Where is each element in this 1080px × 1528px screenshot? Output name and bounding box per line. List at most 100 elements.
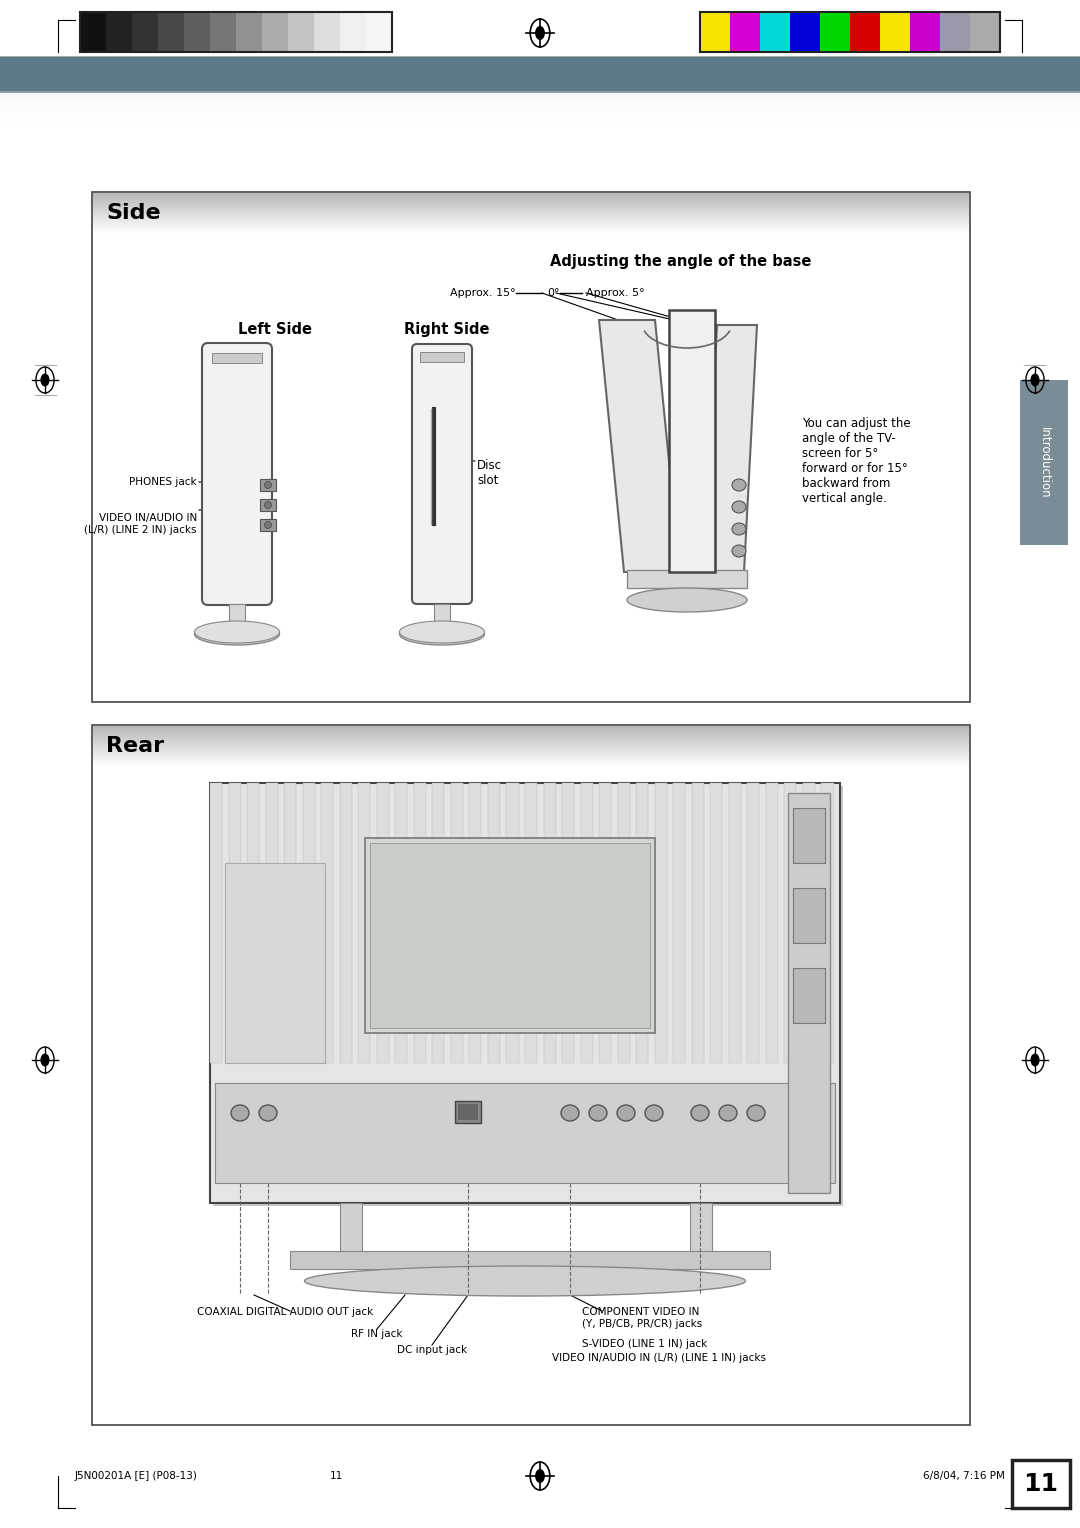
Text: DC input jack: DC input jack bbox=[397, 1345, 467, 1355]
Bar bbox=[793, 888, 825, 943]
Ellipse shape bbox=[535, 1468, 545, 1484]
Bar bbox=[0, 0, 1080, 58]
Text: Adjusting the angle of the base: Adjusting the angle of the base bbox=[550, 254, 811, 269]
Bar bbox=[237, 12, 262, 52]
Ellipse shape bbox=[691, 1105, 708, 1122]
Ellipse shape bbox=[1030, 1053, 1040, 1067]
Bar bbox=[793, 969, 825, 1024]
Bar bbox=[260, 500, 276, 510]
Bar bbox=[420, 351, 464, 362]
Bar bbox=[692, 782, 704, 1063]
Bar bbox=[302, 782, 314, 1063]
Bar bbox=[0, 57, 1080, 92]
Bar bbox=[673, 782, 686, 1063]
Bar bbox=[92, 193, 970, 701]
Bar bbox=[690, 1203, 712, 1253]
Text: Disc
slot: Disc slot bbox=[477, 458, 502, 487]
Bar bbox=[729, 782, 741, 1063]
Text: Approx. 5°: Approx. 5° bbox=[586, 287, 645, 298]
Text: S-VIDEO (LINE 1 IN) jack: S-VIDEO (LINE 1 IN) jack bbox=[582, 1339, 707, 1349]
Bar bbox=[458, 1105, 478, 1120]
Text: COAXIAL DIGITAL AUDIO OUT jack: COAXIAL DIGITAL AUDIO OUT jack bbox=[197, 1306, 374, 1317]
Bar bbox=[260, 478, 276, 490]
Bar bbox=[262, 12, 288, 52]
Text: PHONES jack: PHONES jack bbox=[130, 477, 197, 487]
Bar bbox=[788, 793, 831, 1193]
Ellipse shape bbox=[400, 620, 485, 643]
Bar bbox=[455, 1102, 481, 1123]
Bar bbox=[266, 782, 278, 1063]
Bar bbox=[284, 782, 296, 1063]
Bar bbox=[92, 724, 970, 1426]
Bar bbox=[213, 785, 843, 1206]
Text: Approx. 15°: Approx. 15° bbox=[450, 287, 515, 298]
Ellipse shape bbox=[194, 623, 280, 645]
Ellipse shape bbox=[259, 1105, 276, 1122]
Ellipse shape bbox=[265, 481, 271, 489]
Ellipse shape bbox=[535, 26, 545, 40]
Bar bbox=[432, 782, 444, 1063]
Bar bbox=[488, 782, 500, 1063]
Bar bbox=[366, 12, 392, 52]
Text: 6/8/04, 7:16 PM: 6/8/04, 7:16 PM bbox=[923, 1471, 1005, 1481]
Text: VIDEO IN/AUDIO IN
(L/R) (LINE 2 IN) jacks: VIDEO IN/AUDIO IN (L/R) (LINE 2 IN) jack… bbox=[84, 513, 197, 535]
Ellipse shape bbox=[732, 523, 746, 535]
Bar bbox=[370, 843, 650, 1028]
Bar bbox=[880, 12, 910, 52]
Bar bbox=[229, 604, 245, 623]
Bar bbox=[747, 782, 759, 1063]
Bar bbox=[247, 782, 259, 1063]
Polygon shape bbox=[599, 319, 680, 571]
Bar bbox=[470, 782, 482, 1063]
Bar bbox=[184, 12, 210, 52]
Ellipse shape bbox=[265, 501, 271, 509]
Bar bbox=[599, 782, 611, 1063]
Bar bbox=[970, 12, 1000, 52]
Ellipse shape bbox=[40, 1053, 50, 1067]
Bar bbox=[793, 808, 825, 863]
Bar bbox=[940, 12, 970, 52]
Text: Introduction: Introduction bbox=[1038, 426, 1051, 498]
Bar bbox=[434, 604, 450, 623]
Bar bbox=[340, 782, 352, 1063]
Bar bbox=[654, 782, 666, 1063]
Text: Right Side: Right Side bbox=[404, 322, 489, 338]
Ellipse shape bbox=[1030, 373, 1040, 387]
Bar bbox=[377, 782, 389, 1063]
Bar bbox=[450, 782, 463, 1063]
Bar bbox=[1012, 1459, 1070, 1508]
Text: Left Side: Left Side bbox=[238, 322, 312, 338]
Bar bbox=[700, 12, 730, 52]
Text: Side: Side bbox=[106, 203, 161, 223]
Bar bbox=[562, 782, 575, 1063]
Bar bbox=[507, 782, 518, 1063]
Ellipse shape bbox=[645, 1105, 663, 1122]
Bar bbox=[229, 782, 241, 1063]
Bar bbox=[822, 782, 834, 1063]
Bar bbox=[321, 782, 334, 1063]
Bar bbox=[225, 863, 325, 1063]
Ellipse shape bbox=[719, 1105, 737, 1122]
Bar bbox=[618, 782, 630, 1063]
Bar bbox=[210, 782, 840, 1203]
Bar bbox=[365, 837, 654, 1033]
Bar bbox=[784, 782, 796, 1063]
Bar bbox=[340, 1203, 362, 1253]
Bar bbox=[414, 782, 426, 1063]
Bar bbox=[215, 1083, 835, 1183]
Bar bbox=[711, 782, 723, 1063]
Ellipse shape bbox=[194, 620, 280, 643]
Bar bbox=[80, 12, 106, 52]
Bar bbox=[636, 782, 648, 1063]
Bar bbox=[291, 1251, 770, 1268]
Bar bbox=[106, 12, 132, 52]
Ellipse shape bbox=[617, 1105, 635, 1122]
Text: RF IN jack: RF IN jack bbox=[351, 1329, 403, 1339]
Ellipse shape bbox=[732, 501, 746, 513]
Bar bbox=[288, 12, 314, 52]
Text: J5N00201A [E] (P08-13): J5N00201A [E] (P08-13) bbox=[75, 1471, 198, 1481]
Text: 0°: 0° bbox=[546, 287, 559, 298]
Ellipse shape bbox=[627, 588, 747, 613]
Ellipse shape bbox=[40, 373, 50, 387]
Text: You can adjust the
angle of the TV-
screen for 5°
forward or for 15°
backward fr: You can adjust the angle of the TV- scre… bbox=[802, 417, 910, 504]
